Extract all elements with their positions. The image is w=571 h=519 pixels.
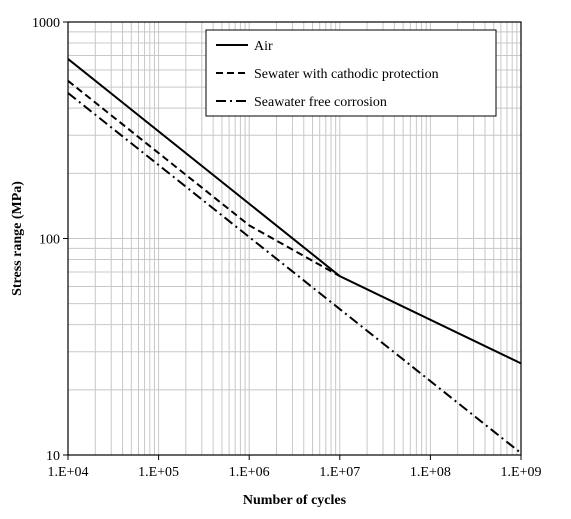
- y-axis-ticks: 10 100 1000: [32, 16, 68, 464]
- x-tick-label: 1.E+08: [410, 465, 451, 480]
- y-tick-label: 100: [39, 233, 60, 248]
- x-axis-ticks: 1.E+04 1.E+05 1.E+06 1.E+07 1.E+08 1.E+09: [48, 455, 542, 480]
- y-axis-title: Stress range (MPa): [10, 181, 25, 296]
- x-axis-title: Number of cycles: [243, 493, 347, 508]
- series-line-2: [67, 92, 522, 454]
- series-group: [67, 58, 522, 454]
- x-tick-label: 1.E+05: [138, 465, 179, 480]
- x-tick-label: 1.E+04: [48, 465, 89, 480]
- x-tick-label: 1.E+06: [229, 465, 270, 480]
- legend-box: [205, 29, 497, 117]
- legend-label-0: Air: [254, 39, 273, 54]
- y-tick-label: 10: [46, 449, 60, 464]
- x-tick-label: 1.E+07: [319, 465, 360, 480]
- y-tick-label: 1000: [32, 16, 60, 31]
- legend-label-2: Seawater free corrosion: [254, 95, 387, 110]
- x-tick-label: 1.E+09: [501, 465, 542, 480]
- series-line-1: [67, 80, 341, 278]
- legend-label-1: Sewater with cathodic protection: [254, 67, 439, 82]
- legend: Air Sewater with cathodic protection Seawa…: [205, 29, 497, 117]
